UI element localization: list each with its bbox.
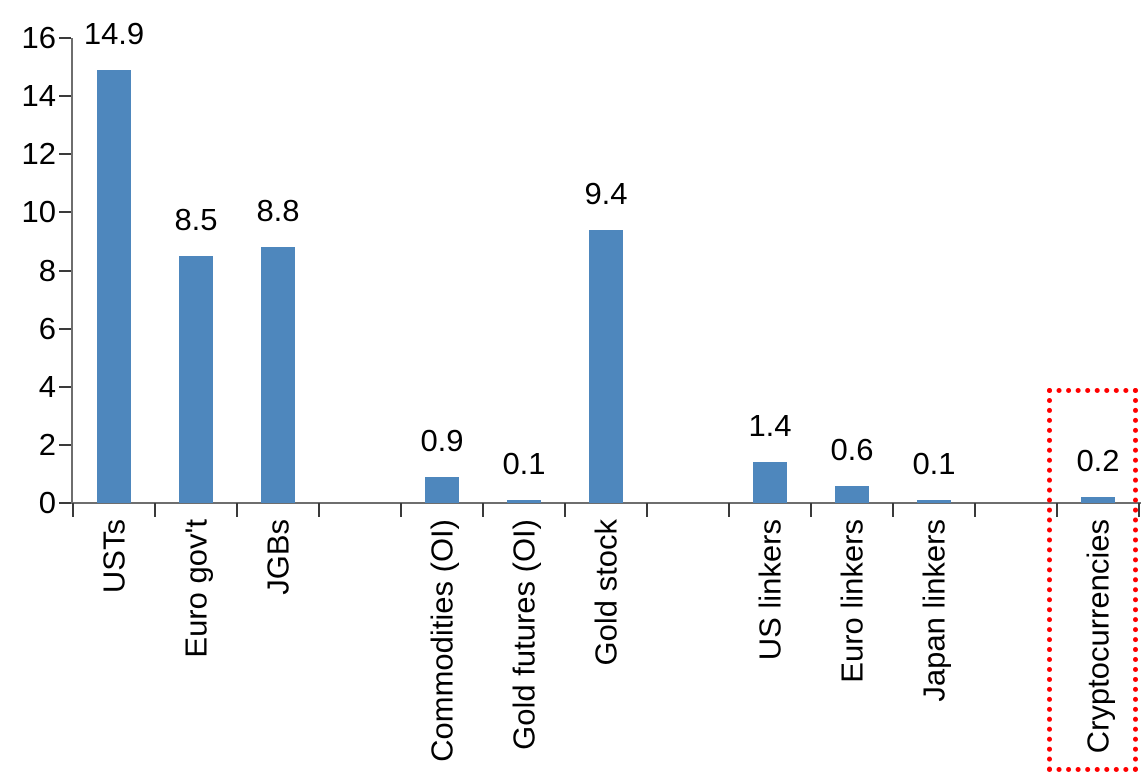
category-label: Gold futures (OI)	[506, 519, 542, 750]
y-tick	[59, 443, 71, 446]
x-tick	[482, 503, 484, 517]
y-tick	[59, 211, 71, 214]
x-tick	[892, 503, 894, 517]
bar	[753, 462, 787, 503]
bar	[179, 256, 213, 503]
bar	[917, 500, 951, 503]
x-tick	[564, 503, 566, 517]
y-tick-label: 14	[21, 78, 56, 114]
bar-value-label: 0.1	[912, 446, 956, 481]
x-tick	[236, 503, 238, 517]
x-tick	[646, 503, 648, 517]
y-tick-label: 6	[38, 310, 56, 346]
y-tick-label: 0	[38, 485, 56, 520]
x-tick	[72, 503, 74, 517]
x-tick	[154, 503, 156, 517]
category-label: US linkers	[752, 519, 788, 661]
bar-value-label: 0.2	[1076, 443, 1120, 478]
bar-value-label: 0.6	[830, 432, 874, 467]
y-tick	[59, 95, 71, 98]
cryptocurrencies-highlight-box	[1047, 388, 1138, 772]
category-label: Euro linkers	[834, 519, 870, 683]
y-tick	[59, 502, 71, 504]
y-tick	[59, 37, 71, 39]
bar	[507, 500, 541, 503]
y-tick-label: 2	[38, 426, 56, 462]
x-tick	[810, 503, 812, 517]
category-label: JGBs	[260, 519, 296, 595]
y-tick-label: 10	[21, 194, 56, 230]
bar	[425, 477, 459, 503]
y-tick	[59, 153, 71, 156]
bar	[589, 230, 623, 503]
x-tick	[728, 503, 730, 517]
y-tick-label: 8	[38, 252, 56, 288]
y-axis-line	[71, 38, 73, 503]
x-tick	[1138, 503, 1140, 517]
y-tick-label: 12	[21, 136, 56, 172]
x-tick	[1056, 503, 1058, 517]
x-tick	[318, 503, 320, 517]
y-tick	[59, 385, 71, 388]
bar	[835, 486, 869, 503]
x-tick	[974, 503, 976, 517]
bar-value-label: 0.1	[502, 446, 546, 481]
bar-value-label: 8.8	[256, 193, 300, 228]
y-tick	[59, 269, 71, 272]
y-tick	[59, 327, 71, 330]
category-label: USTs	[96, 519, 132, 594]
bar	[97, 70, 131, 503]
bar-value-label: 1.4	[748, 408, 792, 443]
y-tick-label: 4	[38, 368, 56, 404]
x-tick	[400, 503, 402, 517]
bar	[1081, 497, 1115, 503]
bar	[261, 247, 295, 503]
bar-value-label: 0.9	[420, 423, 464, 458]
y-tick-label: 16	[21, 20, 56, 55]
category-label: Euro gov't	[178, 519, 214, 658]
category-label: Commodities (OI)	[424, 519, 460, 762]
category-label: Gold stock	[588, 519, 624, 666]
bar-value-label: 14.9	[83, 16, 145, 51]
bar-value-label: 9.4	[584, 176, 628, 211]
bar-value-label: 8.5	[174, 202, 218, 237]
x-axis-line	[71, 502, 1141, 504]
category-label: Japan linkers	[916, 519, 952, 702]
